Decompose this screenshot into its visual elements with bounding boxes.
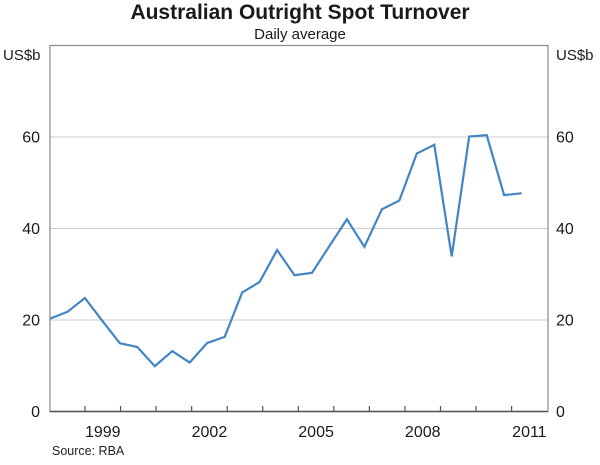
y-axis-unit-left: US$b: [3, 47, 41, 64]
turnover-line: [49, 134, 522, 368]
y-tick-label-right-0: 0: [556, 404, 565, 421]
y-axis-unit-right: US$b: [556, 47, 594, 64]
chart-title: Australian Outright Spot Turnover: [130, 1, 470, 24]
y-tick-label-left-40: 40: [22, 221, 40, 238]
y-tick-label-left-0: 0: [31, 404, 40, 421]
x-tick-label-2005: 2005: [298, 424, 334, 441]
y-tick-label-right-40: 40: [556, 221, 574, 238]
x-tick-label-2008: 2008: [405, 424, 441, 441]
y-tick-label-right-20: 20: [556, 313, 574, 330]
source-note: Source: RBA: [52, 444, 125, 458]
y-tick-label-left-20: 20: [22, 313, 40, 330]
x-tick-label-1999: 1999: [85, 424, 121, 441]
x-tick-label-2002: 2002: [192, 424, 228, 441]
x-tick-label-2011: 2011: [512, 424, 547, 441]
y-tick-label-right-60: 60: [556, 130, 574, 147]
y-tick-label-left-60: 60: [22, 130, 40, 147]
chart-subtitle: Daily average: [254, 26, 346, 43]
